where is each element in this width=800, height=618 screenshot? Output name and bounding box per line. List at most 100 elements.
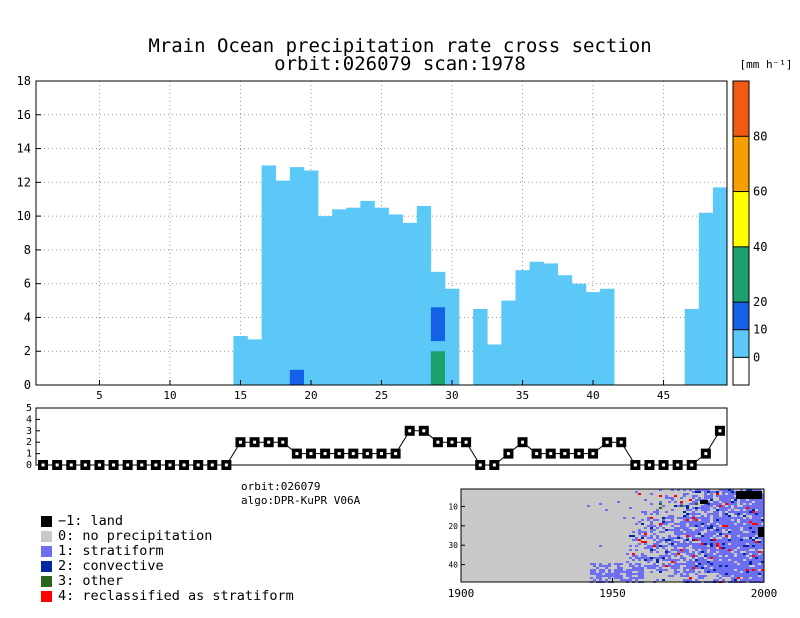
map-cell [641, 555, 644, 557]
map-cell [692, 545, 695, 547]
map-cell [701, 529, 704, 531]
map-cell [635, 579, 638, 581]
map-cell [755, 577, 758, 579]
map-cell [587, 505, 590, 507]
map-cell [689, 521, 692, 523]
map-cell [680, 523, 683, 525]
map-cell [752, 507, 755, 509]
map-cell [746, 553, 749, 555]
map-cell [647, 537, 650, 539]
map-cell [737, 525, 740, 527]
map-cell [752, 489, 755, 491]
map-cell [701, 507, 704, 509]
map-cell [668, 537, 671, 539]
map-cell [710, 505, 713, 507]
map-cell [746, 509, 749, 511]
map-cell [725, 495, 728, 497]
map-cell [683, 517, 686, 519]
map-cell [737, 523, 740, 525]
map-cell [737, 553, 740, 555]
map-cell [704, 549, 707, 551]
x-tick-label: 25 [375, 389, 388, 402]
map-cell [725, 517, 728, 519]
map-cell [761, 505, 764, 507]
map-cell [701, 545, 704, 547]
map-cell [755, 503, 758, 505]
map-cell [704, 495, 707, 497]
map-cell [677, 529, 680, 531]
map-cell [743, 567, 746, 569]
map-cell [617, 571, 620, 573]
map-cell [629, 573, 632, 575]
map-cell [737, 545, 740, 547]
map-cell [704, 537, 707, 539]
map-cell [710, 563, 713, 565]
map-cell [734, 573, 737, 575]
map-cell [704, 555, 707, 557]
map-cell [755, 573, 758, 575]
map-cell [629, 557, 632, 559]
map-cell [695, 509, 698, 511]
map-cell [716, 567, 719, 569]
map-cell [707, 491, 710, 493]
map-cell [656, 527, 659, 529]
map-cell [740, 513, 743, 515]
map-cell [695, 579, 698, 581]
map-cell [671, 575, 674, 577]
class-marker-center [126, 463, 130, 467]
precip-column [388, 214, 403, 385]
map-cell [695, 491, 698, 493]
map-cell [725, 533, 728, 535]
map-cell [665, 549, 668, 551]
map-cell [716, 501, 719, 503]
map-cell [704, 523, 707, 525]
map-cell [677, 565, 680, 567]
class-marker-center [69, 463, 73, 467]
map-cell [698, 531, 701, 533]
map-cell [656, 535, 659, 537]
map-cell [701, 543, 704, 545]
class-marker-center [295, 452, 299, 456]
map-cell [695, 545, 698, 547]
map-cell [593, 579, 596, 581]
map-cell [647, 561, 650, 563]
map-cell [731, 571, 734, 573]
map-cell [635, 555, 638, 557]
map-cell [644, 565, 647, 567]
map-cell [725, 573, 728, 575]
map-cell [716, 579, 719, 581]
map-cell [674, 527, 677, 529]
map-cell [755, 533, 758, 535]
map-cell [695, 517, 698, 519]
map-cell [692, 547, 695, 549]
precip-column [261, 165, 277, 385]
map-cell [728, 515, 731, 517]
class-marker-center [97, 463, 101, 467]
map-cell [671, 565, 674, 567]
class-marker-center [591, 452, 595, 456]
map-cell [728, 493, 731, 495]
map-cell [752, 543, 755, 545]
map-cell [725, 523, 728, 525]
map-cell [638, 577, 641, 579]
map-cell [617, 573, 620, 575]
map-cell [677, 559, 680, 561]
map-cell [623, 579, 626, 581]
map-cell [734, 537, 737, 539]
class-marker-center [168, 463, 172, 467]
map-cell [671, 497, 674, 499]
map-cell [719, 533, 722, 535]
map-cell [704, 545, 707, 547]
map-cell [593, 573, 596, 575]
map-cell [686, 563, 689, 565]
class-marker-center [464, 440, 468, 444]
map-cell [653, 565, 656, 567]
map-cell [734, 571, 737, 573]
map-cell [749, 563, 752, 565]
map-cell [740, 575, 743, 577]
map-cell [605, 575, 608, 577]
precip-column [543, 263, 559, 385]
map-cell [701, 549, 704, 551]
map-cell [704, 563, 707, 565]
map-cell [743, 575, 746, 577]
